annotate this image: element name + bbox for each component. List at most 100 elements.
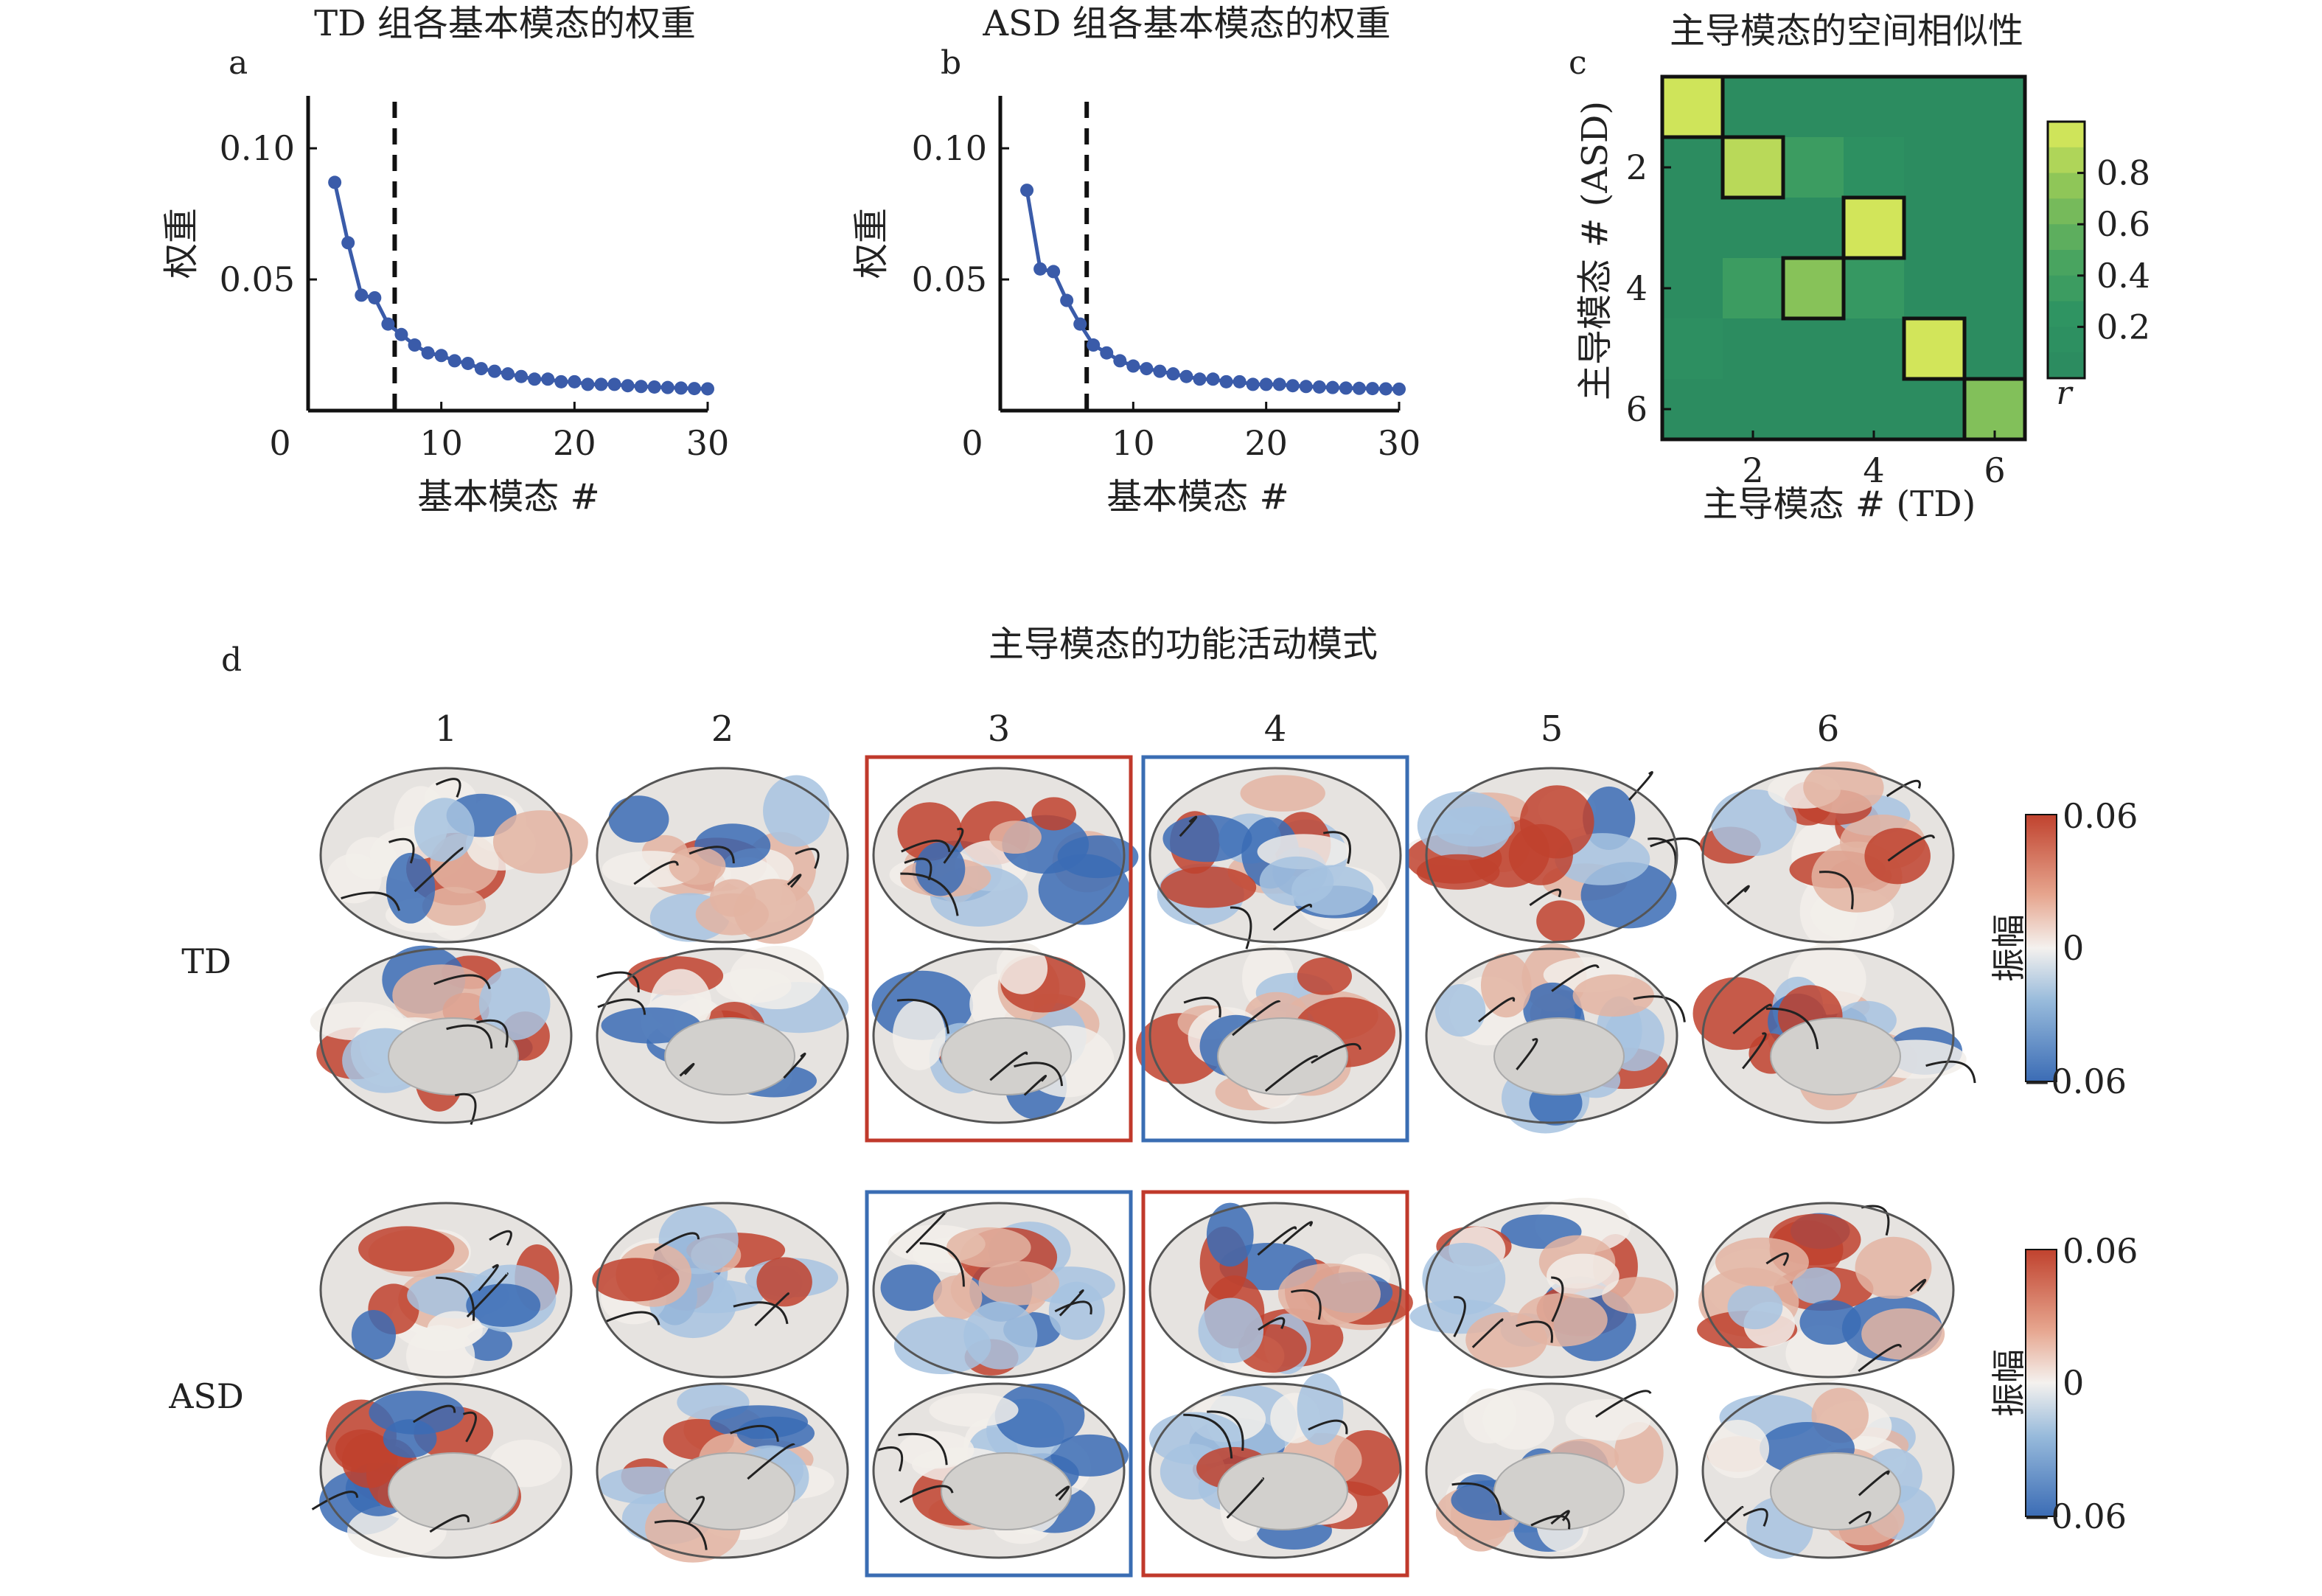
heatmap-highlight-box [1902,316,1967,381]
panel-a-data-point [607,377,621,391]
brain-outline [1148,1382,1402,1559]
brain-outline [319,767,573,944]
network-boundary [1861,1205,1890,1236]
network-boundary [1272,903,1312,931]
panel-b-xtick-label: 0 [961,423,983,463]
brain-medial-view [872,1382,1129,1559]
network-boundary [1765,1252,1789,1266]
brain-outline [596,1382,849,1559]
network-boundary [1633,995,1686,1022]
panel-a-data-point [554,374,568,388]
network-boundary [1925,1060,1976,1084]
panel-b-data-point [1166,367,1180,381]
colorbar-segment [2048,147,2085,174]
brain-outline [872,1382,1126,1559]
brain-lateral-view [1699,761,1955,948]
highlight-box-blue [865,1190,1133,1578]
activity-patch [383,1419,437,1458]
panel-d-grid: 1 2 3 4 5 6 TD 0.06 0 −0.06 振幅 ASD 0.06 0 −0.06 振幅 [168,708,2138,1578]
activity-patch [1482,1390,1555,1450]
activity-patch [756,1257,812,1307]
panel-a-data-point [528,372,542,386]
brain-lateral-view [319,767,588,944]
activity-patch [1508,823,1573,885]
network-boundary [1732,1003,1772,1035]
network-boundary [733,1301,789,1325]
network-boundary [787,874,802,888]
network-boundary [1909,1278,1927,1292]
panel-a-data-point [501,367,515,381]
network-boundary [898,1432,948,1466]
brain-medial-view [596,945,849,1124]
corpus-callosum-region [1493,1452,1625,1530]
activity-patch [1434,984,1486,1037]
panel-b-data-point [1060,293,1074,307]
brain-outline [1701,947,1955,1124]
panel-b-data-point [1020,184,1034,198]
activity-patch [1206,1202,1254,1267]
corpus-callosum-region [941,1017,1072,1095]
panel-b-data-point [1140,362,1154,376]
network-boundary [1179,815,1198,837]
panel-b-ytick-label: 0.05 [912,259,987,299]
panel-a-data-point [594,377,608,391]
activity-patch [1727,1285,1783,1330]
panel-a-data-point [447,354,461,368]
activity-patch [1799,1300,1861,1345]
amplitude-colorbar [2025,814,2057,1082]
brain-medial-view [1148,1373,1402,1559]
network-boundary [433,974,491,989]
panel-c-heatmap: c 主导模态的空间相似性 2 4 6 2 4 6 0.2 0.4 0.6 0.8 主导模态 # (… [1569,10,2150,525]
activity-patch [369,1390,465,1435]
colorbar-segment [2048,352,2085,379]
brain-lateral-view [1148,1202,1413,1379]
brain-medial-view [596,1382,849,1563]
network-boundary [919,1242,965,1287]
network-boundary [688,846,735,864]
heatmap-cell [1964,198,2025,258]
brain-outline [1701,1202,1955,1379]
panel-b-xlabel: 基本模态 # [1106,476,1289,518]
network-boundary [1054,1300,1092,1315]
activity-patch [592,1258,680,1302]
network-boundary [1291,1289,1322,1320]
brain-outline [1148,767,1402,944]
heatmap-cell [1783,379,1844,439]
network-boundary [1023,1074,1047,1096]
heatmap-cell [1783,77,1844,137]
panel-c-letter: c [1569,44,1587,82]
heatmap-cell [1844,379,1904,439]
heatmap-cell [1904,137,1964,198]
panel-d-letter: d [221,641,242,679]
activity-patch [989,820,1042,854]
activity-patch [1706,1419,1770,1479]
panel-a-data-point [660,380,674,394]
activity-patch [880,1264,943,1311]
activity-patch [1711,789,1797,857]
activity-patch [326,853,382,904]
panel-d-title: 主导模态的功能活动模式 [989,624,1378,665]
activity-patch [932,1275,983,1320]
heatmap-cell [1964,379,2025,439]
brain-outline [1425,767,1678,944]
panel-b-data-point [1259,377,1273,391]
network-boundary [1858,1344,1902,1373]
panel-a-line-chart: a TD 组各基本模态的权重 0.05 0.10 0 10 20 30 基本模态 # 权重 [161,3,729,518]
brain-medial-view [1425,1382,1678,1559]
heatmap-cell [1783,137,1844,198]
activity-patch [351,1310,397,1360]
panel-a-ylabel: 权重 [161,208,202,279]
corpus-callosum-region [1770,1017,1901,1095]
colorbar-tick-label: 0.6 [2096,204,2150,244]
activity-patch [978,1261,1060,1306]
panel-b-xtick-label: 10 [1112,423,1155,463]
panel-b-data-point [1179,369,1193,383]
activity-patch [1546,1253,1620,1299]
network-boundary [341,891,401,911]
heatmap-ytick-label: 2 [1626,147,1648,187]
corpus-callosum-region [664,1452,795,1530]
network-boundary [1551,1276,1564,1323]
heatmap-cell [1964,77,2025,137]
network-boundary [1704,1505,1744,1543]
